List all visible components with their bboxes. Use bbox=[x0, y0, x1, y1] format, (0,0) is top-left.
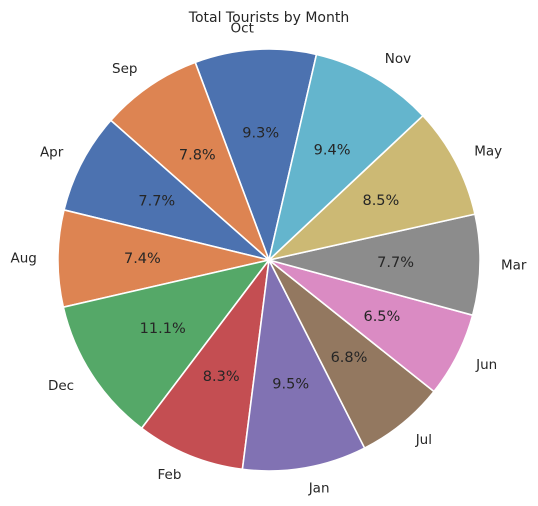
slice-percent-feb: 8.3% bbox=[203, 369, 240, 385]
slice-label-jun: Jun bbox=[475, 357, 497, 373]
slice-percent-oct: 9.3% bbox=[242, 126, 279, 142]
pie-slice-apr bbox=[63, 119, 270, 261]
slice-percent-aug: 7.4% bbox=[124, 251, 161, 267]
pie-slice-nov bbox=[268, 53, 424, 261]
slice-label-sep: Sep bbox=[112, 61, 137, 77]
slice-percent-sep: 7.8% bbox=[179, 148, 216, 164]
slice-percent-dec: 11.1% bbox=[140, 321, 186, 337]
slice-label-nov: Nov bbox=[385, 51, 411, 67]
slice-label-apr: Apr bbox=[40, 145, 64, 161]
pie-slice-oct bbox=[194, 48, 318, 261]
slice-label-mar: Mar bbox=[501, 257, 527, 273]
pie-slice-jan bbox=[241, 259, 366, 472]
slice-percent-jul: 6.8% bbox=[331, 350, 368, 366]
slice-label-aug: Aug bbox=[11, 250, 37, 266]
pie-slice-may bbox=[268, 114, 476, 261]
pie-slice-mar bbox=[268, 213, 481, 316]
slice-label-jul: Jul bbox=[415, 432, 432, 448]
slice-label-feb: Feb bbox=[157, 467, 181, 483]
slice-percent-mar: 7.7% bbox=[377, 255, 414, 271]
slice-label-dec: Dec bbox=[48, 378, 74, 394]
slice-percent-nov: 9.4% bbox=[314, 142, 351, 158]
chart-title: Total Tourists by Month bbox=[188, 10, 349, 26]
pie-slice-dec bbox=[62, 259, 270, 430]
pie-slice-feb bbox=[140, 259, 270, 471]
slice-percent-jan: 9.5% bbox=[272, 377, 309, 393]
pie-slice-aug bbox=[57, 209, 270, 308]
slice-label-oct: Oct bbox=[231, 20, 254, 36]
slice-percent-apr: 7.7% bbox=[138, 193, 175, 209]
pie-slices bbox=[57, 48, 481, 472]
slice-labels: Oct Sep Apr Aug Dec Feb Jan Jul Jun Mar May Nov bbox=[11, 20, 527, 496]
slice-label-may: May bbox=[474, 144, 502, 160]
slice-label-jan: Jan bbox=[308, 481, 330, 497]
slice-percent-jun: 6.5% bbox=[363, 309, 400, 325]
slice-percent-may: 8.5% bbox=[362, 193, 399, 209]
pie-slice-sep bbox=[110, 61, 270, 261]
slice-percent-labels: 9.3% 7.8% 7.7% 7.4% 11.1% 8.3% 9.5% 6.8% 6.5% 7.7… bbox=[124, 126, 414, 393]
